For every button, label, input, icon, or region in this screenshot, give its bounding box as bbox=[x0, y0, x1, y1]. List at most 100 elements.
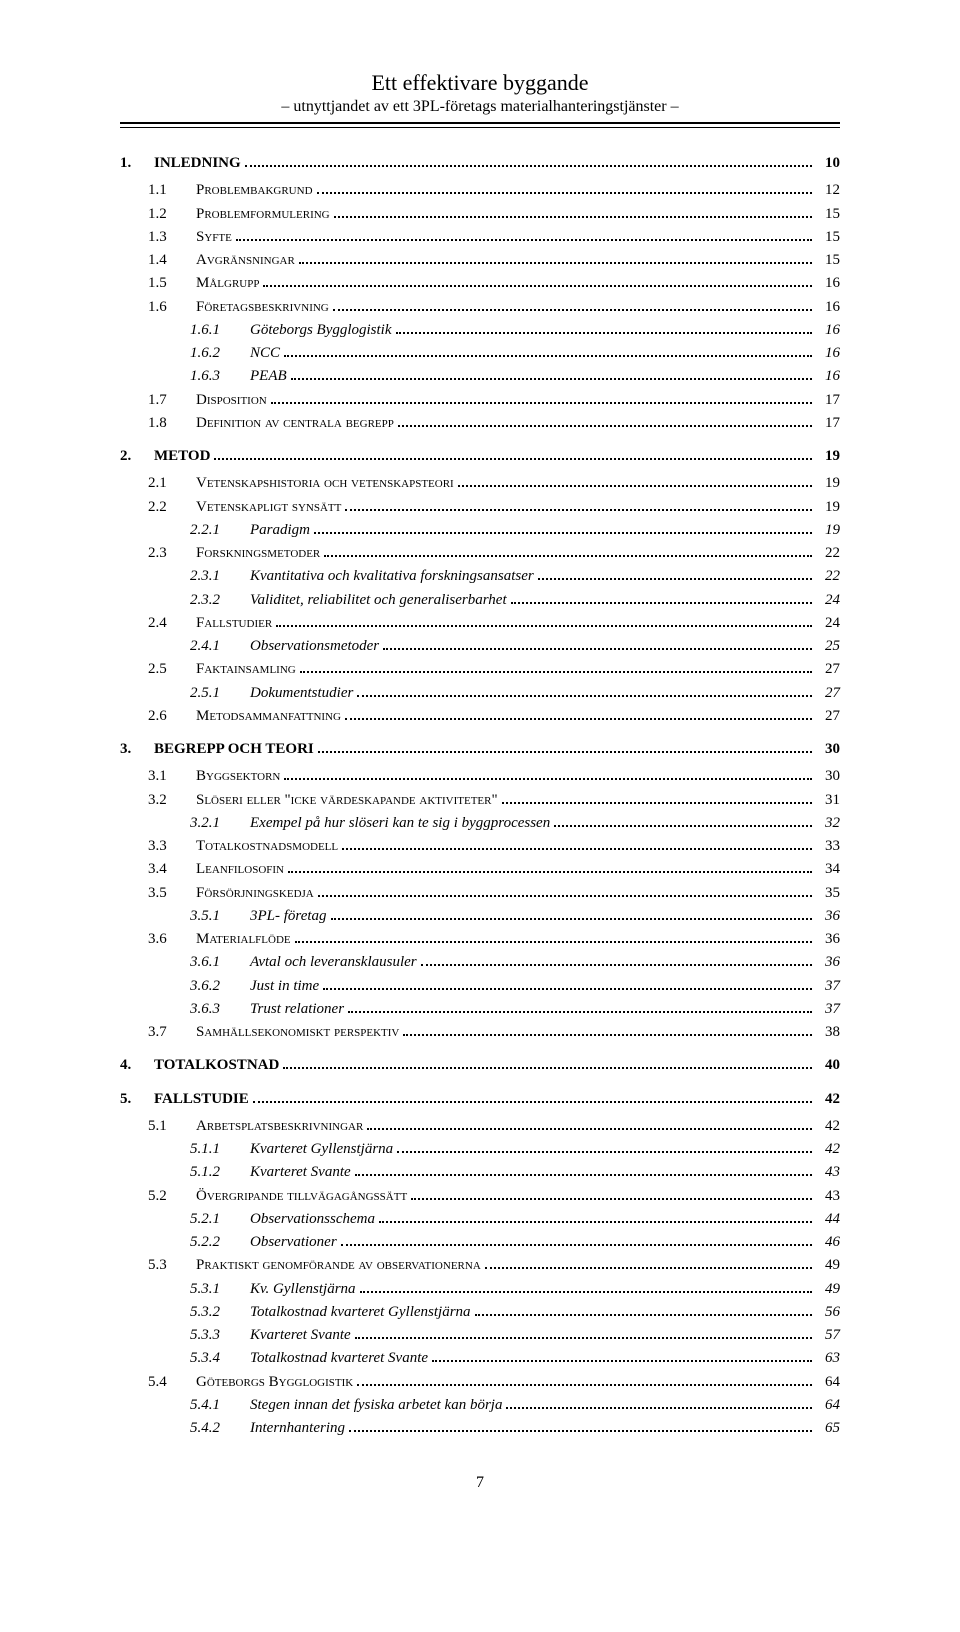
toc-entry-label: Syfte bbox=[196, 226, 232, 249]
table-of-contents: 1.INLEDNING101.1Problembakgrund121.2Prob… bbox=[120, 152, 840, 1440]
toc-leader-dots bbox=[331, 911, 812, 920]
toc-entry-label: Kvarteret Svante bbox=[250, 1161, 351, 1184]
header-rule-top bbox=[120, 122, 840, 124]
toc-entry-label: Göteborgs Bygglogistik bbox=[250, 319, 392, 342]
toc-entry: 5.3.3Kvarteret Svante57 bbox=[190, 1324, 840, 1347]
toc-entry: 5.1Arbetsplatsbeskrivningar42 bbox=[148, 1115, 840, 1138]
toc-entry: 3.3Totalkostnadsmodell33 bbox=[148, 835, 840, 858]
toc-entry-page: 56 bbox=[816, 1301, 840, 1324]
toc-leader-dots bbox=[506, 1400, 812, 1409]
toc-entry: 5.4.1Stegen innan det fysiska arbetet ka… bbox=[190, 1394, 840, 1417]
toc-entry: 5.4Göteborgs Bygglogistik64 bbox=[148, 1371, 840, 1394]
toc-leader-dots bbox=[345, 711, 812, 720]
toc-entry-page: 37 bbox=[816, 975, 840, 998]
toc-entry-label: FALLSTUDIE bbox=[154, 1088, 249, 1111]
toc-leader-dots bbox=[398, 418, 812, 427]
toc-entry: 5.1.2Kvarteret Svante43 bbox=[190, 1161, 840, 1184]
toc-entry-page: 35 bbox=[816, 882, 840, 905]
toc-leader-dots bbox=[485, 1260, 812, 1269]
toc-entry-label: Validitet, reliabilitet och generaliserb… bbox=[250, 589, 507, 612]
toc-entry-number: 1.5 bbox=[148, 272, 190, 295]
toc-entry-label: Målgrupp bbox=[196, 272, 259, 295]
toc-entry: 2.3.2 Validitet, reliabilitet och general… bbox=[190, 589, 840, 612]
toc-leader-dots bbox=[502, 795, 812, 804]
toc-entry-page: 19 bbox=[816, 445, 840, 468]
toc-entry-label: Kvarteret Gyllenstjärna bbox=[250, 1138, 393, 1161]
toc-entry-number: 5.3.3 bbox=[190, 1324, 244, 1347]
toc-leader-dots bbox=[538, 571, 812, 580]
toc-entry-label: INLEDNING bbox=[154, 152, 241, 175]
toc-entry-page: 38 bbox=[816, 1021, 840, 1044]
toc-leader-dots bbox=[348, 1004, 812, 1013]
toc-entry: 2.4.1Observationsmetoder25 bbox=[190, 635, 840, 658]
toc-entry-number: 3.2.1 bbox=[190, 812, 244, 835]
toc-entry-number: 3.2 bbox=[148, 789, 190, 812]
toc-entry-number: 2.3.2 bbox=[190, 589, 244, 612]
toc-entry: 5.3Praktiskt genomförande av observation… bbox=[148, 1254, 840, 1277]
toc-leader-dots bbox=[379, 1214, 812, 1223]
toc-entry-page: 17 bbox=[816, 412, 840, 435]
toc-leader-dots bbox=[299, 255, 812, 264]
toc-leader-dots bbox=[357, 688, 812, 697]
toc-entry-label: Kvantitativa och kvalitativa forskningsa… bbox=[250, 565, 534, 588]
toc-entry-number: 3.6.1 bbox=[190, 951, 244, 974]
toc-entry-label: Vetenskapshistoria och vetenskapsteori bbox=[196, 472, 454, 495]
toc-leader-dots bbox=[300, 664, 812, 673]
toc-entry-label: Exempel på hur slöseri kan te sig i bygg… bbox=[250, 812, 550, 835]
toc-entry: 5.2Övergripande tillvägagångssätt43 bbox=[148, 1185, 840, 1208]
toc-leader-dots bbox=[345, 502, 812, 511]
toc-entry-label: Problembakgrund bbox=[196, 179, 313, 202]
toc-entry-page: 17 bbox=[816, 389, 840, 412]
toc-entry: 5.3.4Totalkostnad kvarteret Svante63 bbox=[190, 1347, 840, 1370]
toc-entry: 3.6Materialflöde36 bbox=[148, 928, 840, 951]
toc-leader-dots bbox=[276, 618, 812, 627]
toc-entry-page: 12 bbox=[816, 179, 840, 202]
toc-entry-number: 2. bbox=[120, 445, 148, 468]
toc-entry-label: Disposition bbox=[196, 389, 267, 412]
toc-entry: 5.3.1Kv. Gyllenstjärna49 bbox=[190, 1278, 840, 1301]
toc-entry-page: 31 bbox=[816, 789, 840, 812]
toc-entry-number: 4. bbox=[120, 1054, 148, 1077]
toc-entry-number: 1.7 bbox=[148, 389, 190, 412]
toc-entry-label: Samhällsekonomiskt perspektiv bbox=[196, 1021, 399, 1044]
toc-entry-label: Praktiskt genomförande av observationern… bbox=[196, 1254, 481, 1277]
toc-entry-page: 64 bbox=[816, 1394, 840, 1417]
toc-entry-label: Internhantering bbox=[250, 1417, 345, 1440]
toc-entry: 3.7Samhällsekonomiskt perspektiv38 bbox=[148, 1021, 840, 1044]
toc-entry: 3.2.1 Exempel på hur slöseri kan te sig i… bbox=[190, 812, 840, 835]
toc-entry-page: 30 bbox=[816, 765, 840, 788]
toc-entry-number: 3.4 bbox=[148, 858, 190, 881]
toc-entry-number: 5.2.1 bbox=[190, 1208, 244, 1231]
toc-entry-label: METOD bbox=[154, 445, 210, 468]
toc-leader-dots bbox=[333, 302, 812, 311]
toc-leader-dots bbox=[432, 1353, 812, 1362]
toc-entry-page: 36 bbox=[816, 928, 840, 951]
toc-entry: 5.3.2Totalkostnad kvarteret Gyllenstjärn… bbox=[190, 1301, 840, 1324]
toc-entry-number: 2.6 bbox=[148, 705, 190, 728]
toc-entry: 3.5Försörjningskedja35 bbox=[148, 882, 840, 905]
toc-entry-number: 1.6.1 bbox=[190, 319, 244, 342]
toc-entry-label: Definition av centrala begrepp bbox=[196, 412, 394, 435]
toc-entry-label: Slöseri eller "icke värdeskapande aktivi… bbox=[196, 789, 498, 812]
toc-entry-number: 3.1 bbox=[148, 765, 190, 788]
toc-entry-label: Observationer bbox=[250, 1231, 337, 1254]
toc-entry: 5.FALLSTUDIE42 bbox=[120, 1088, 840, 1111]
toc-entry-label: Observationsmetoder bbox=[250, 635, 379, 658]
toc-entry-page: 44 bbox=[816, 1208, 840, 1231]
toc-entry-number: 1.6.3 bbox=[190, 365, 244, 388]
toc-entry-page: 24 bbox=[816, 589, 840, 612]
toc-leader-dots bbox=[403, 1027, 812, 1036]
toc-entry-page: 65 bbox=[816, 1417, 840, 1440]
toc-entry: 1.4Avgränsningar15 bbox=[148, 249, 840, 272]
toc-entry-label: Paradigm bbox=[250, 519, 310, 542]
toc-entry: 3.6.2Just in time37 bbox=[190, 975, 840, 998]
toc-leader-dots bbox=[355, 1167, 812, 1176]
toc-entry-label: Observationsschema bbox=[250, 1208, 375, 1231]
toc-entry-page: 42 bbox=[816, 1088, 840, 1111]
toc-entry: 1.INLEDNING10 bbox=[120, 152, 840, 175]
toc-entry: 2.3Forskningsmetoder22 bbox=[148, 542, 840, 565]
toc-entry-page: 43 bbox=[816, 1185, 840, 1208]
toc-entry-number: 5.1.2 bbox=[190, 1161, 244, 1184]
toc-entry-number: 3. bbox=[120, 738, 148, 761]
toc-entry: 1.6Företagsbeskrivning16 bbox=[148, 296, 840, 319]
